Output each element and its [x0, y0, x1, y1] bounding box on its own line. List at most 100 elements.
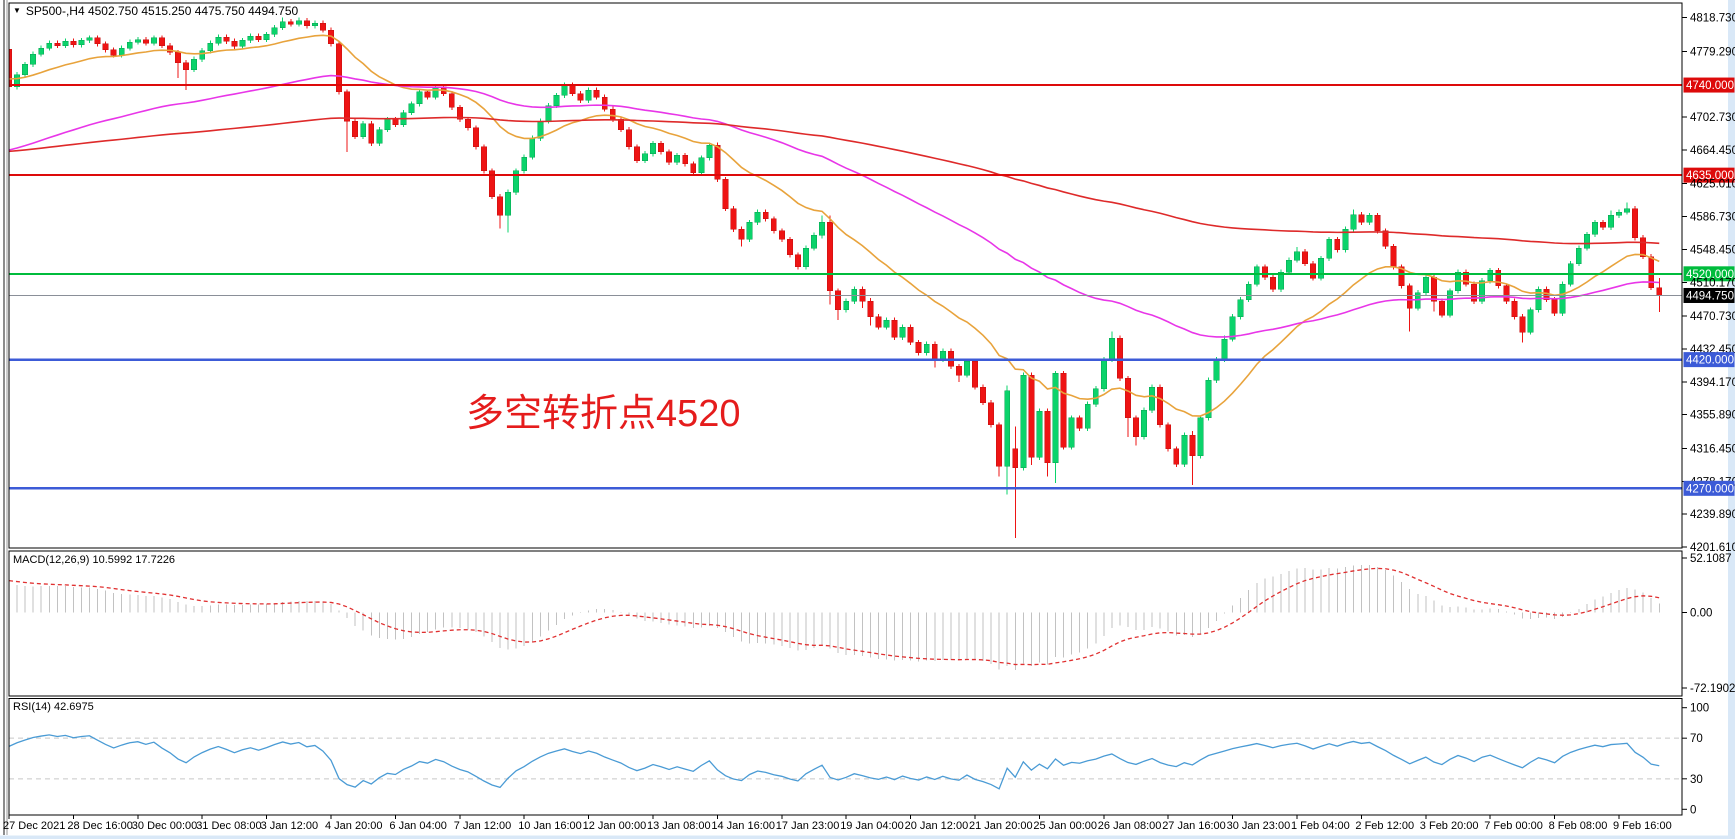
time-axis-label: 27 Dec 2021: [3, 820, 65, 832]
time-axis-label: 2 Feb 12:00: [1355, 820, 1414, 832]
candle-body: [1052, 373, 1059, 463]
candle-body: [714, 144, 721, 180]
price-axis-label: 4355.890: [1690, 410, 1735, 422]
candle-body: [239, 40, 246, 47]
candle-body: [803, 247, 809, 268]
candle-body: [891, 319, 898, 338]
text-annotation[interactable]: 多空转折点4520: [466, 393, 741, 435]
candle-body: [279, 21, 286, 28]
candle-body: [674, 155, 681, 163]
price-badge-4740.000: [1683, 77, 1735, 93]
candle-body: [223, 36, 230, 42]
candle-body: [553, 95, 560, 106]
candle-body: [1165, 424, 1172, 450]
candle-body: [915, 342, 922, 354]
candle-body: [1591, 222, 1598, 235]
candle-body: [497, 196, 504, 216]
candle-body: [311, 23, 318, 27]
candle-body: [996, 424, 1003, 467]
price-axis-label: 4586.730: [1690, 212, 1735, 224]
candle-body: [1463, 271, 1469, 285]
candle-body: [907, 326, 914, 343]
candle-body: [231, 41, 238, 47]
candle-body: [875, 316, 882, 328]
price-axis-label: 4779.290: [1690, 46, 1735, 58]
rsi-indicator-label: RSI(14) 42.6975: [13, 701, 94, 713]
candle-body: [1599, 222, 1606, 228]
candle-body: [1189, 434, 1196, 456]
candle-body: [215, 36, 222, 44]
candle-body: [1125, 378, 1131, 419]
candle-body: [408, 103, 415, 113]
candle-body: [1286, 259, 1292, 273]
time-axis-label: 9 Feb 16:00: [1613, 820, 1672, 832]
time-axis-label: 4 Jan 20:00: [325, 820, 383, 832]
price-badge-label: 4635.000: [1686, 170, 1734, 182]
rsi-axis-label: 100: [1690, 703, 1709, 715]
candle-body: [835, 290, 842, 311]
macd-indicator-label: MACD(12,26,9) 10.5992 17.7226: [13, 554, 176, 566]
candle-body: [1141, 409, 1147, 438]
candle-body: [1479, 280, 1486, 302]
candle-body: [1632, 208, 1639, 239]
time-axis-label: 21 Jan 20:00: [969, 820, 1033, 832]
candle-body: [199, 50, 206, 60]
candle-body: [456, 107, 463, 120]
candle-body: [1511, 301, 1518, 317]
candle-body: [22, 64, 29, 76]
time-axis-label: 28 Dec 16:00: [67, 820, 132, 832]
candle-body: [336, 43, 343, 93]
candle-body: [159, 37, 165, 46]
candle-body: [1495, 270, 1502, 287]
candle-body: [1471, 283, 1478, 302]
candle-body: [513, 170, 520, 193]
time-axis-label: 30 Jan 23:00: [1227, 820, 1291, 832]
candle-body: [1116, 337, 1123, 379]
candle-body: [1197, 417, 1204, 456]
candle-body: [899, 326, 906, 338]
candle-body: [247, 35, 254, 41]
candle-body: [658, 143, 664, 153]
candle-body: [1527, 309, 1534, 333]
candle-body: [448, 93, 455, 108]
price-badge-4494.750: [1683, 287, 1735, 303]
macd-panel[interactable]: [0, 551, 1735, 696]
chart-title: ▼ SP500-,H4 4502.750 4515.250 4475.750 44…: [13, 4, 298, 18]
candle-body: [303, 20, 310, 27]
candle-body: [38, 47, 45, 55]
panel-border: [8, 697, 1683, 816]
price-axis-label: 4316.450: [1690, 443, 1735, 455]
time-axis-label: 26 Jan 08:00: [1098, 820, 1162, 832]
candle-body: [62, 41, 69, 46]
price-axis[interactable]: [1683, 0, 1735, 815]
candle-body: [86, 37, 93, 41]
time-axis-label: 3 Feb 20:00: [1420, 820, 1479, 832]
main-chart-panel[interactable]: [0, 3, 1735, 548]
candle-body: [1648, 256, 1655, 288]
candle-body: [1004, 390, 1011, 467]
collapse-triangle-icon[interactable]: ▼: [13, 6, 21, 15]
price-axis-label: 4470.730: [1690, 311, 1735, 323]
candle-body: [1302, 251, 1308, 264]
candle-body: [1616, 211, 1622, 216]
candle-body: [1084, 403, 1091, 429]
price-axis-label: 4664.450: [1690, 145, 1735, 157]
candle-body: [625, 129, 632, 148]
candle-body: [706, 144, 713, 159]
macd-signal-line: [9, 567, 1660, 666]
candle-body: [1334, 239, 1341, 251]
time-axis-label: 30 Dec 00:00: [132, 820, 197, 832]
time-axis-label: 7 Jan 12:00: [454, 820, 512, 832]
rsi-panel[interactable]: [0, 698, 1735, 815]
candle-body: [183, 62, 190, 70]
candle-body: [601, 96, 608, 110]
candle-body: [352, 120, 359, 137]
time-axis-label: 3 Jan 12:00: [261, 820, 319, 832]
candle-body: [1318, 258, 1325, 279]
right-scroll-strip[interactable]: [1728, 0, 1735, 839]
candle-body: [368, 123, 375, 144]
price-axis-label: 4702.730: [1690, 112, 1735, 124]
candle-body: [505, 192, 512, 216]
candle-body: [843, 301, 850, 311]
time-axis[interactable]: [0, 815, 1735, 835]
